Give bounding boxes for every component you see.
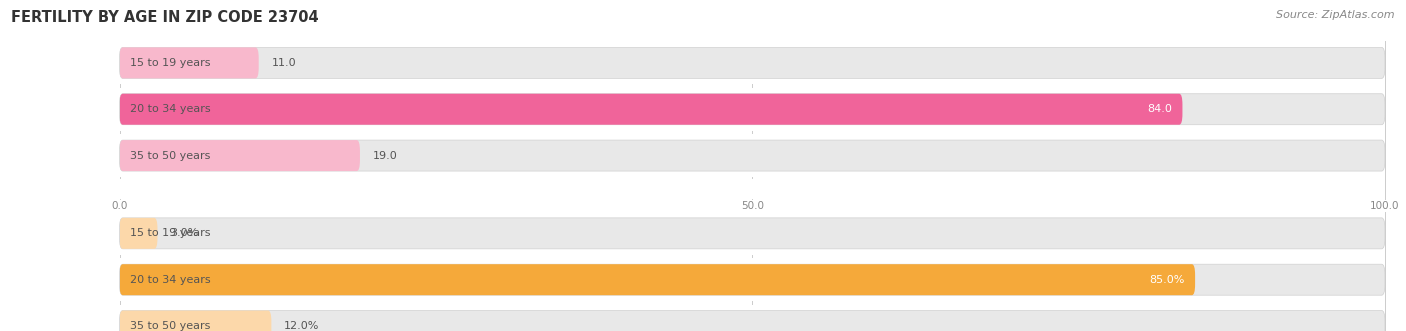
Text: 85.0%: 85.0% xyxy=(1150,275,1185,285)
Text: 11.0: 11.0 xyxy=(271,58,297,68)
Text: 12.0%: 12.0% xyxy=(284,321,319,331)
Text: 35 to 50 years: 35 to 50 years xyxy=(129,151,209,161)
FancyBboxPatch shape xyxy=(120,310,1385,331)
Text: 15 to 19 years: 15 to 19 years xyxy=(129,228,209,238)
Text: Source: ZipAtlas.com: Source: ZipAtlas.com xyxy=(1277,10,1395,20)
FancyBboxPatch shape xyxy=(120,310,271,331)
Text: 20 to 34 years: 20 to 34 years xyxy=(129,104,211,114)
FancyBboxPatch shape xyxy=(120,264,1385,295)
FancyBboxPatch shape xyxy=(120,94,1182,125)
Text: 84.0: 84.0 xyxy=(1147,104,1173,114)
FancyBboxPatch shape xyxy=(120,94,1385,125)
Text: 35 to 50 years: 35 to 50 years xyxy=(129,321,209,331)
Text: FERTILITY BY AGE IN ZIP CODE 23704: FERTILITY BY AGE IN ZIP CODE 23704 xyxy=(11,10,319,25)
Text: 3.0%: 3.0% xyxy=(170,228,198,238)
Text: 15 to 19 years: 15 to 19 years xyxy=(129,58,209,68)
Text: 19.0: 19.0 xyxy=(373,151,398,161)
FancyBboxPatch shape xyxy=(120,218,157,249)
FancyBboxPatch shape xyxy=(120,264,1195,295)
FancyBboxPatch shape xyxy=(120,218,1385,249)
FancyBboxPatch shape xyxy=(120,140,1385,171)
Text: 20 to 34 years: 20 to 34 years xyxy=(129,275,211,285)
FancyBboxPatch shape xyxy=(120,47,259,78)
FancyBboxPatch shape xyxy=(120,47,1385,78)
FancyBboxPatch shape xyxy=(120,140,360,171)
